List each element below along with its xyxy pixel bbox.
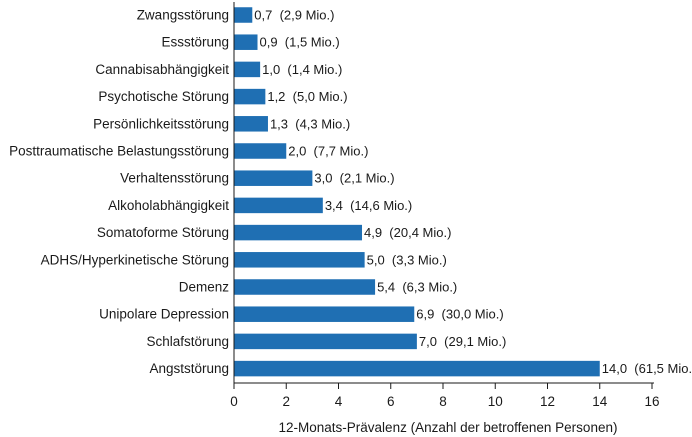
data-label: 5,4 (6,3 Mio.) (377, 280, 457, 295)
data-label: 2,0 (7,7 Mio.) (288, 144, 368, 159)
x-tick-label: 14 (592, 394, 608, 409)
category-label: Demenz (179, 280, 230, 295)
bar (234, 88, 266, 105)
bar (234, 333, 417, 350)
data-labels: 0,7 (2,9 Mio.) 0,9 (1,5 Mio.) 1,0 (1,4 Mio… (254, 8, 692, 377)
data-label: 14,0 (61,5 Mio.) (602, 361, 692, 376)
data-label: 1,0 (1,4 Mio.) (262, 62, 342, 77)
data-label: 6,9 (30,0 Mio.) (416, 307, 503, 322)
category-label: Essstörung (161, 35, 229, 50)
x-tick-label: 12 (540, 394, 555, 409)
category-label: ADHS/Hyperkinetische Störung (41, 252, 229, 267)
x-axis-ticks: 0 2 4 6 8 10 12 14 16 (230, 383, 660, 409)
bars (234, 7, 600, 377)
x-tick-label: 8 (439, 394, 447, 409)
x-tick-label: 16 (644, 394, 659, 409)
category-label: Zwangsstörung (137, 8, 229, 23)
bar (234, 61, 261, 78)
x-axis-label: 12-Monats-Prävalenz (Anzahl der betroffe… (279, 420, 618, 435)
category-labels: Zwangsstörung Essstörung Cannabisabhängigk… (9, 8, 229, 377)
x-tick-label: 6 (387, 394, 395, 409)
data-label: 1,3 (4,3 Mio.) (270, 116, 350, 131)
bar (234, 34, 258, 50)
category-label: Persönlichkeitsstörung (93, 116, 229, 131)
bar (234, 224, 363, 241)
bar (234, 143, 287, 159)
category-label: Angststörung (149, 361, 229, 376)
bar (234, 306, 415, 322)
category-label: Verhaltensstörung (120, 171, 229, 186)
data-label: 3,4 (14,6 Mio.) (325, 198, 412, 213)
x-tick-label: 0 (230, 394, 238, 409)
data-label: 5,0 (3,3 Mio.) (367, 252, 447, 267)
bar (234, 170, 313, 186)
category-label: Cannabisabhängigkeit (95, 62, 229, 77)
bar (234, 197, 323, 214)
x-tick-label: 10 (488, 394, 503, 409)
bar (234, 279, 376, 295)
data-label: 7,0 (29,1 Mio.) (419, 334, 506, 349)
bar (234, 252, 365, 268)
x-tick-label: 4 (335, 394, 343, 409)
data-label: 0,7 (2,9 Mio.) (254, 8, 334, 23)
x-tick-label: 2 (282, 394, 290, 409)
data-label: 1,2 (5,0 Mio.) (267, 89, 347, 104)
data-label: 0,9 (1,5 Mio.) (260, 35, 340, 50)
bar (234, 360, 600, 377)
bar (234, 7, 253, 23)
bar (234, 116, 268, 132)
data-label: 4,9 (20,4 Mio.) (364, 225, 451, 240)
data-label: 3,0 (2,1 Mio.) (314, 171, 394, 186)
category-label: Somatoforme Störung (97, 225, 229, 240)
category-label: Schlafstörung (146, 334, 229, 349)
category-label: Posttraumatische Belastungsstörung (9, 144, 229, 159)
category-label: Alkoholabhängigkeit (108, 198, 229, 213)
category-label: Unipolare Depression (99, 307, 229, 322)
category-label: Psychotische Störung (98, 89, 229, 104)
